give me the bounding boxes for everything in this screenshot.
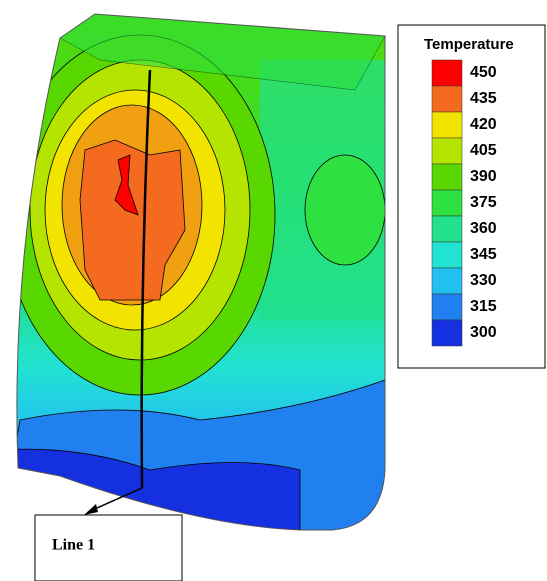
legend-swatch <box>431 215 463 243</box>
legend-label: 405 <box>470 142 497 159</box>
legend-swatch <box>431 85 463 113</box>
legend-label: 450 <box>470 64 497 81</box>
legend-label: 420 <box>470 116 497 133</box>
legend-swatch <box>431 267 463 295</box>
legend-box <box>397 24 546 369</box>
legend-entries: 450 435 420 405 390 375 360 345 330 315 300 <box>431 59 497 347</box>
legend-swatch <box>431 189 463 217</box>
legend-label: 300 <box>470 324 497 341</box>
legend-swatch <box>431 163 463 191</box>
line-1-path <box>140 69 152 489</box>
legend-label: 435 <box>470 90 497 107</box>
legend-label: 345 <box>470 246 497 263</box>
annotation-label: Line 1 <box>52 537 95 554</box>
legend-label: 330 <box>470 272 497 289</box>
legend-label: 315 <box>470 298 497 315</box>
legend-label: 360 <box>470 220 497 237</box>
annotation-box <box>34 514 183 581</box>
arrow-head <box>84 504 98 515</box>
legend-swatch <box>431 111 463 139</box>
legend-swatch <box>431 319 463 347</box>
legend-title: Temperature <box>424 36 514 53</box>
legend-swatch <box>431 293 463 321</box>
legend-swatch <box>431 241 463 269</box>
legend-label: 390 <box>470 168 497 185</box>
legend-label: 375 <box>470 194 497 211</box>
legend-swatch <box>431 137 463 165</box>
legend-swatch <box>431 59 463 87</box>
contour-surface <box>16 14 386 530</box>
